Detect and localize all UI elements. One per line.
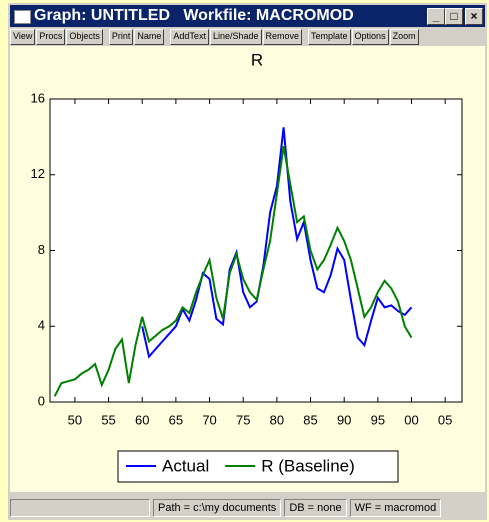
toolbar-button[interactable]: Print	[108, 29, 134, 45]
toolbar-button[interactable]: Template	[308, 29, 351, 45]
toolbar-button[interactable]: Options	[351, 29, 389, 45]
toolbar-button[interactable]: Line/Shade	[209, 29, 262, 45]
toolbar-button[interactable]: Objects	[66, 29, 103, 45]
x-tick-label: 90	[337, 412, 351, 427]
x-tick-label: 85	[303, 412, 317, 427]
window-icon	[14, 10, 31, 24]
toolbar-button[interactable]: Procs	[36, 29, 66, 45]
plot-frame	[49, 98, 463, 403]
series-line	[141, 127, 413, 359]
close-button[interactable]: ×	[465, 8, 483, 25]
legend-label: Actual	[162, 456, 209, 475]
minimize-button[interactable]: _	[427, 8, 445, 25]
maximize-button[interactable]: □	[445, 8, 463, 25]
window-title: Graph: UNTITLED Workfile: MACROMOD	[34, 7, 354, 24]
y-tick-label: 0	[38, 393, 45, 408]
status-field: WF = macromod	[349, 499, 442, 517]
toolbar-button[interactable]: Remove	[262, 29, 303, 45]
series-line	[53, 146, 413, 397]
x-tick-label: 50	[68, 412, 82, 427]
x-tick-label: 55	[101, 412, 115, 427]
y-tick-label: 12	[31, 166, 45, 181]
title-bar: Graph: UNTITLED Workfile: MACROMOD _ □ ×	[10, 5, 485, 27]
y-tick-label: 4	[38, 318, 45, 333]
x-tick-label: 65	[169, 412, 183, 427]
x-tick-label: 70	[202, 412, 216, 427]
legend-box	[117, 450, 399, 483]
x-tick-label: 60	[135, 412, 149, 427]
x-tick-label: 75	[236, 412, 250, 427]
x-tick-label: 95	[371, 412, 385, 427]
x-tick-label: 00	[404, 412, 418, 427]
y-tick-label: 8	[38, 242, 45, 257]
toolbar-button[interactable]: Zoom	[389, 29, 419, 45]
toolbar-button[interactable]: View	[10, 29, 36, 45]
toolbar-button[interactable]: Name	[134, 29, 165, 45]
chart-title: R	[251, 50, 263, 69]
legend-label: R (Baseline)	[261, 456, 355, 475]
toolbar-button[interactable]: AddText	[170, 29, 209, 45]
status-field: Path = c:\my documents	[153, 499, 282, 517]
toolbar: View Procs Objects Print Name AddText Line/Sha…	[10, 29, 419, 45]
x-tick-label: 05	[438, 412, 452, 427]
y-tick-label: 16	[31, 90, 45, 105]
status-field: DB = none	[284, 499, 347, 517]
x-tick-label: 80	[270, 412, 284, 427]
status-box	[10, 499, 150, 517]
status-bar: Path = c:\my documents DB = none WF = macr…	[10, 499, 485, 517]
